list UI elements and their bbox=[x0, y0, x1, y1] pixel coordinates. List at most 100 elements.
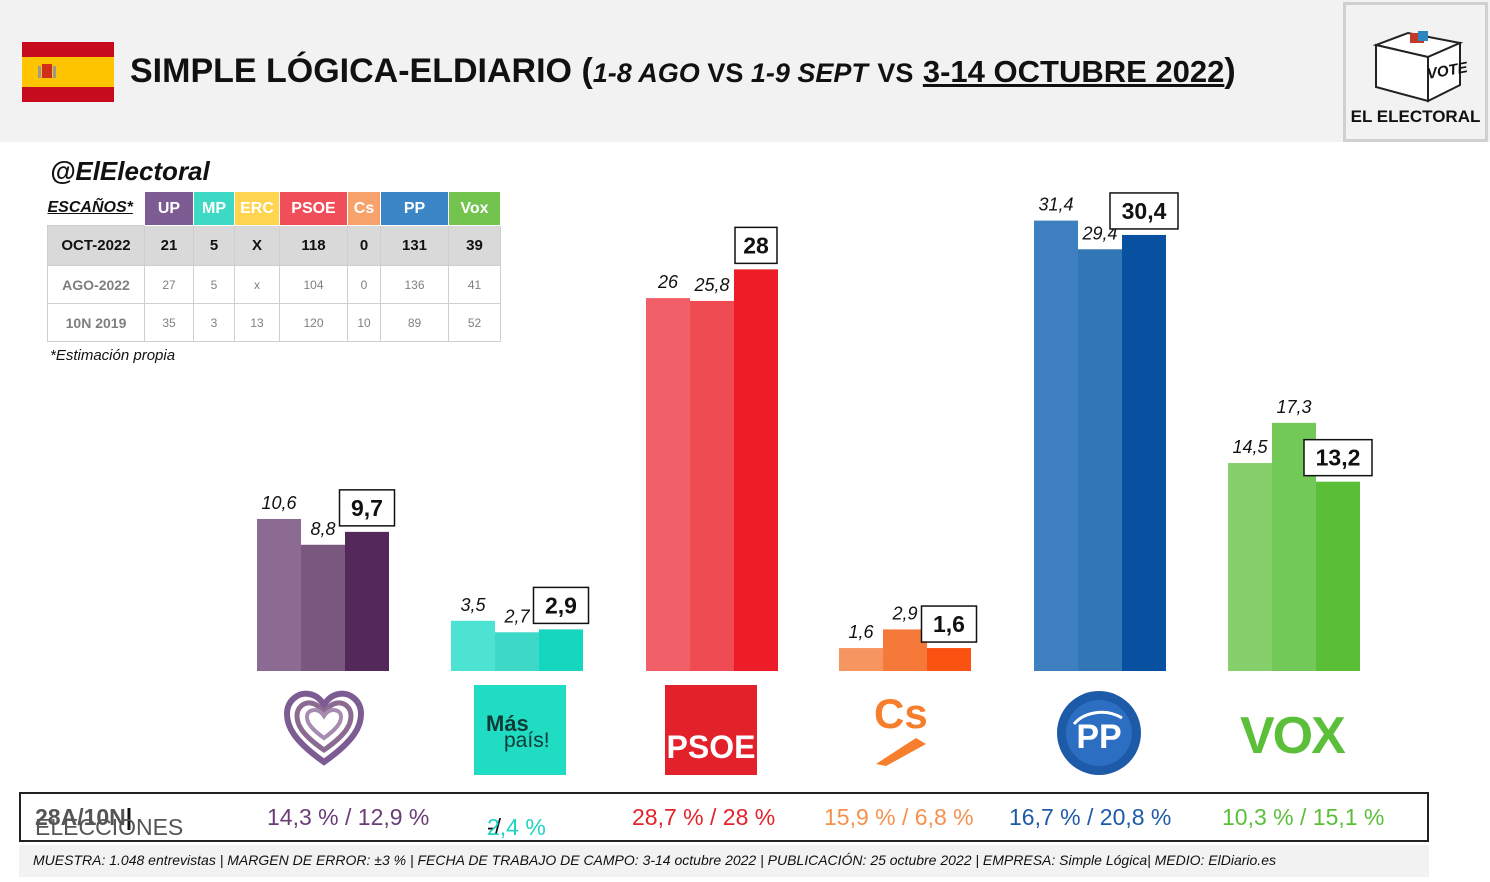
bar-up-2 bbox=[301, 544, 345, 671]
seats-header-up: UP bbox=[144, 191, 194, 226]
bar-chart: 10,6 8,8 9,7 3,5 2,7 2,9 26 25,8 28 1,6 2,9 1,6 31,4… bbox=[257, 192, 1373, 671]
data-label: 14,5 bbox=[1232, 437, 1268, 457]
seats-cell: 0 bbox=[347, 225, 381, 266]
bar-up-3 bbox=[345, 531, 389, 671]
elections-value-psoe: 28,7 % / 28 % bbox=[632, 804, 776, 830]
page-title: SIMPLE LÓGICA-ELDIARIO (1-8 AGO VS 1-9 S… bbox=[130, 52, 1236, 90]
elections-value-up: 14,3 % / 12,9 % bbox=[267, 804, 430, 830]
elections-bar: ELECCIONES 28A/10N| 14,3 % / 12,9 % -/2,… bbox=[19, 792, 1429, 842]
elections-value-cs: 15,9 % / 6,8 % bbox=[824, 804, 974, 830]
cs-icon: Cs bbox=[874, 690, 944, 770]
data-label: 2,7 bbox=[503, 606, 530, 626]
seats-cell: 27 bbox=[144, 265, 194, 304]
mas-pais-text-b: país! bbox=[504, 729, 550, 752]
data-label: 2,9 bbox=[891, 603, 917, 623]
header-band: SIMPLE LÓGICA-ELDIARIO (1-8 AGO VS 1-9 S… bbox=[0, 0, 1490, 142]
data-label: 1,6 bbox=[848, 622, 874, 642]
seats-cell: 118 bbox=[279, 225, 348, 266]
bar-cs-3 bbox=[927, 648, 971, 671]
vox-icon: VOX bbox=[1240, 707, 1346, 765]
seats-table: ESCAÑOS* UP MP ERC PSOE Cs PP Vox OCT-20… bbox=[47, 191, 501, 342]
elections-value-vox: 10,3 % / 15,1 % bbox=[1222, 804, 1385, 830]
seats-header-mp: MP bbox=[193, 191, 235, 226]
data-label-box bbox=[734, 226, 778, 265]
seats-cell: 41 bbox=[448, 265, 501, 304]
seats-cell: 21 bbox=[144, 225, 194, 266]
heart-icon bbox=[283, 690, 365, 766]
bar-mas-pais-3 bbox=[539, 629, 583, 671]
data-label-current: 1,6 bbox=[933, 611, 965, 637]
data-label: 31,4 bbox=[1038, 195, 1073, 215]
footer: MUESTRA: 1.048 entrevistas | MARGEN DE E… bbox=[19, 845, 1429, 877]
data-label-box bbox=[920, 605, 978, 643]
bar-cs-2 bbox=[883, 629, 927, 671]
seats-cell: 52 bbox=[448, 303, 501, 342]
handle: @ElElectoral bbox=[50, 156, 210, 186]
seats-cell: x bbox=[234, 265, 280, 304]
cs-text: Cs bbox=[874, 690, 928, 737]
bar-pp-2 bbox=[1078, 249, 1122, 671]
psoe-icon: PSOE bbox=[665, 685, 757, 775]
bar-up-1 bbox=[257, 518, 301, 671]
seats-cell: 89 bbox=[380, 303, 449, 342]
data-label: 10,6 bbox=[261, 493, 297, 513]
seats-row-label: 10N 2019 bbox=[47, 303, 145, 342]
ballot-box-icon: VOTE bbox=[1372, 31, 1468, 103]
seats-row: 10N 2019 35 3 13 120 10 89 52 bbox=[47, 303, 501, 342]
seats-cell: 131 bbox=[380, 225, 449, 266]
seats-header-psoe: PSOE bbox=[279, 191, 348, 226]
pp-icon: PP bbox=[1057, 691, 1141, 775]
data-label-current: 9,7 bbox=[351, 495, 383, 521]
data-label-current: 30,4 bbox=[1122, 198, 1167, 224]
bar-pp-1 bbox=[1034, 220, 1078, 671]
seats-cell: 35 bbox=[144, 303, 194, 342]
seats-cell: 3 bbox=[193, 303, 235, 342]
seats-header-cs: Cs bbox=[347, 191, 381, 226]
svg-text:PP: PP bbox=[1076, 718, 1121, 756]
bar-psoe-1 bbox=[646, 298, 690, 671]
psoe-text: PSOE bbox=[666, 729, 756, 765]
seats-row: OCT-2022 21 5 X 118 0 131 39 bbox=[47, 225, 501, 266]
elections-value-pp: 16,7 % / 20,8 % bbox=[1009, 804, 1172, 830]
bar-vox-3 bbox=[1316, 481, 1360, 671]
seats-header-vox: Vox bbox=[448, 191, 501, 226]
data-label: 3,5 bbox=[460, 595, 486, 615]
seats-cell: X bbox=[234, 225, 280, 266]
bar-vox-1 bbox=[1228, 463, 1272, 671]
data-label-box bbox=[338, 489, 396, 527]
seats-row-label: AGO-2022 bbox=[47, 265, 145, 304]
data-label-current: 28 bbox=[743, 232, 769, 258]
seats-header-row: ESCAÑOS* UP MP ERC PSOE Cs PP Vox bbox=[47, 191, 501, 226]
bar-pp-3 bbox=[1122, 234, 1166, 671]
seats-label: ESCAÑOS* bbox=[47, 191, 145, 226]
data-label-box bbox=[1109, 192, 1179, 230]
data-label-box bbox=[532, 586, 590, 625]
data-label: 29,4 bbox=[1081, 223, 1117, 243]
data-label: 26 bbox=[657, 272, 679, 292]
data-label: 8,8 bbox=[310, 519, 335, 539]
seats-cell: 39 bbox=[448, 225, 501, 266]
spain-flag-icon bbox=[22, 42, 114, 102]
seats-cell: 10 bbox=[347, 303, 381, 342]
mas-pais-icon: Más país! bbox=[474, 685, 566, 775]
seats-cell: 136 bbox=[380, 265, 449, 304]
seats-note: *Estimación propia bbox=[50, 347, 176, 364]
el-electoral-logo: VOTE EL ELECTORAL bbox=[1343, 2, 1488, 142]
seats-row-label: OCT-2022 bbox=[47, 225, 145, 266]
bar-mas-pais-1 bbox=[451, 620, 495, 671]
seats-cell: 104 bbox=[279, 265, 348, 304]
seats-cell: 13 bbox=[234, 303, 280, 342]
mas-pais-text-a: Más bbox=[486, 711, 529, 736]
data-label-box bbox=[1303, 438, 1373, 477]
elections-label: ELECCIONES 28A/10N| bbox=[35, 804, 184, 840]
logo-name: EL ELECTORAL bbox=[1350, 107, 1481, 126]
cs-swoosh-icon bbox=[876, 738, 926, 766]
seats-header-pp: PP bbox=[380, 191, 449, 226]
data-label-current: 2,9 bbox=[545, 592, 577, 618]
bar-mas-pais-2 bbox=[495, 632, 539, 671]
data-label: 17,3 bbox=[1276, 397, 1311, 417]
data-label: 25,8 bbox=[693, 275, 729, 295]
bar-psoe-2 bbox=[690, 300, 734, 671]
bar-cs-1 bbox=[839, 648, 883, 671]
data-label-current: 13,2 bbox=[1316, 445, 1361, 471]
